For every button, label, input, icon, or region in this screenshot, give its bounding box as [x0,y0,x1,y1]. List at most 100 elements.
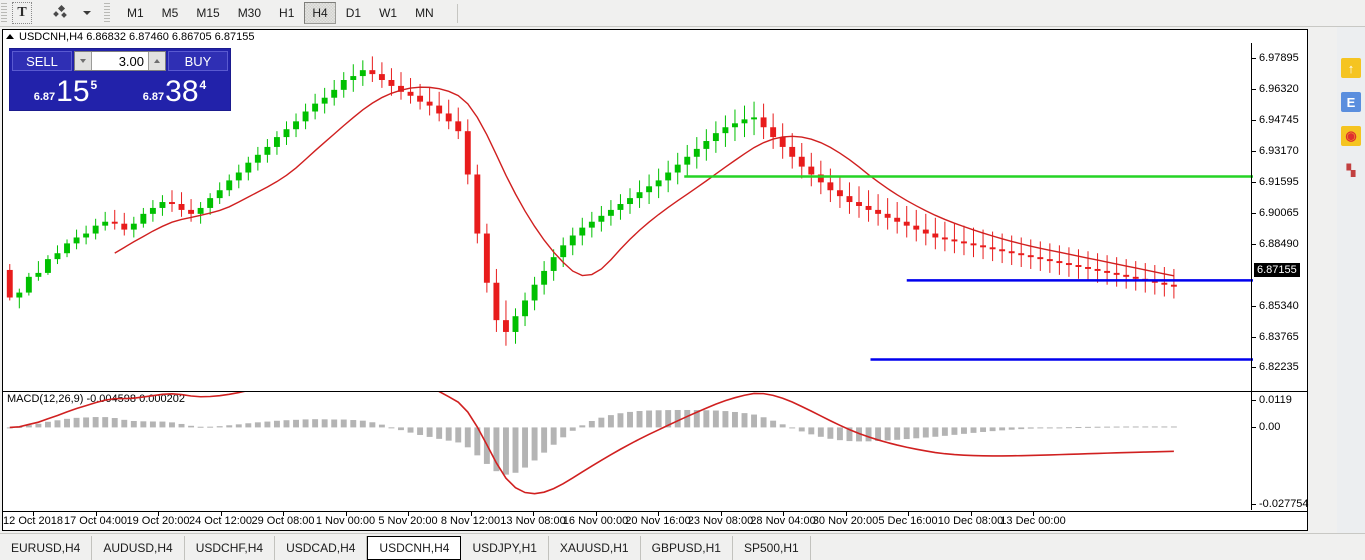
timeframe-button-m30[interactable]: M30 [237,6,262,20]
price-axis-tick [1252,58,1256,60]
time-axis-tick [158,512,159,516]
toolbar-grip-2[interactable] [104,3,110,23]
time-axis-tick [595,512,597,516]
price-axis-tick [1252,305,1256,307]
macd-pane[interactable]: MACD(12,26,9) -0.004598 0.000202 0.0119 0… [3,392,1309,510]
buy-price-display[interactable]: 6.87 38 4 [121,73,228,108]
chevron-down-icon[interactable] [78,2,92,24]
chart-tab-audusd[interactable]: AUDUSD,H4 [92,536,185,560]
chart-tab-eurusd[interactable]: EURUSD,H4 [0,536,93,560]
time-axis-label: 16 Nov 00:00 [562,515,629,527]
chart-tab-usdjpy[interactable]: USDJPY,H1 [461,536,549,560]
volume-input[interactable]: 3.00 [118,53,144,69]
timeframe-button-w1[interactable]: W1 [379,6,398,20]
macd-axis-label: -0.027754 [1259,498,1309,510]
sell-price-display[interactable]: 6.87 15 5 [12,73,119,108]
price-axis-label: 6.97895 [1259,52,1299,65]
price-axis-tick [1252,212,1256,214]
chart-tab-usdcnh[interactable]: USDCNH,H4 [367,536,462,560]
time-axis-tick [345,512,347,516]
time-axis-tick [658,512,659,516]
time-axis-tick [283,512,284,516]
macd-axis-tick [1252,400,1256,401]
price-axis-label: 6.82235 [1259,360,1299,373]
chart-tab-usdcad[interactable]: USDCAD,H4 [275,536,368,560]
time-axis-label: 10 Dec 08:00 [937,515,1004,527]
timeframe-button-h4[interactable]: H4 [304,2,336,24]
desktop-icon-2[interactable]: E [1341,92,1361,112]
timeframe-button-d1[interactable]: D1 [345,6,362,20]
one-click-trading-panel[interactable]: SELL 3.00 BUY 6.87 15 5 [9,48,231,111]
time-axis-label: 24 Oct 12:00 [189,515,252,527]
time-axis-label: 17 Oct 04:00 [64,515,127,527]
desktop-icon-strip: ↑ E ◉ ▚ [1337,0,1365,560]
chart-tab-usdchf[interactable]: USDCHF,H4 [185,536,276,560]
time-axis-tick [470,512,472,516]
candlestick-canvas[interactable] [3,43,1253,391]
timeframe-button-m1[interactable]: M1 [127,6,144,20]
pane-divider [3,391,1307,392]
time-axis-tick [908,512,909,516]
volume-stepper[interactable]: 3.00 [74,51,166,71]
price-axis-label: 6.90065 [1259,206,1299,219]
price-axis-tick [1252,89,1256,91]
price-axis-tick [1252,336,1256,338]
timeframe-button-m5[interactable]: M5 [161,6,179,20]
timeframe-button-mn[interactable]: MN [415,6,434,20]
chart-tab-bar: EURUSD,H4 AUDUSD,H4 USDCHF,H4 USDCAD,H4 USDC… [0,533,1365,560]
price-axis-tick [1252,151,1256,153]
macd-axis-label: 0.0119 [1259,394,1292,406]
volume-increase-button[interactable] [148,52,165,70]
buy-price-sup: 4 [199,78,207,92]
time-axis-label: 8 Nov 12:00 [440,515,501,527]
chart-tab-sp500[interactable]: SP500,H1 [733,536,811,560]
price-axis-label: 6.94745 [1259,114,1299,127]
price-axis-tick [1252,182,1256,184]
macd-axis[interactable]: 0.0119 0.00 -0.027754 [1251,392,1309,510]
time-axis-label: 23 Nov 08:00 [687,515,754,527]
timeframe-button-group: M1 M5 M15 M30 H1 H4 D1 W1 MN [118,2,443,24]
volume-decrease-button[interactable] [75,52,92,70]
price-axis-tick [1252,243,1256,245]
trade-panel-quotes: 6.87 15 5 6.87 38 4 [10,73,230,110]
moving-average-line [114,86,1175,277]
price-axis[interactable]: 6.97895 6.96320 6.94745 6.93170 6.91595 6.900… [1251,43,1307,391]
price-axis-label: 6.96320 [1259,83,1299,96]
time-axis-label: 13 Dec 00:00 [1000,515,1066,527]
toolbar-separator [456,3,458,23]
chart-tab-gbpusd[interactable]: GBPUSD,H1 [641,536,733,560]
desktop-icon-4[interactable]: ▚ [1346,164,1356,177]
time-axis-label: 20 Nov 16:00 [625,515,691,527]
chart-tab-xauusd[interactable]: XAUUSD,H1 [549,536,641,560]
sell-button[interactable]: SELL [12,51,72,71]
sell-price-sup: 5 [90,78,98,92]
price-axis-tick [1252,120,1256,122]
macd-canvas[interactable] [3,392,1253,510]
time-axis-label: 1 Nov 00:00 [315,515,376,527]
price-axis-label: 6.91595 [1259,176,1299,189]
time-axis-tick [220,512,222,516]
toolbar-grip-1[interactable] [1,3,7,23]
triangle-up-icon [6,34,14,39]
time-axis-tick [720,512,722,516]
time-axis-tick [33,512,34,516]
sell-price-big: 15 [56,75,90,108]
macd-axis-tick [1252,427,1256,429]
sparkle-icon[interactable] [46,2,78,24]
sell-price-prefix: 6.87 [33,91,56,103]
macd-axis-label: 0.00 [1259,421,1281,434]
main-toolbar: T M1 M5 M15 M30 H1 H4 D1 W1 MN [0,0,1365,27]
buy-button[interactable]: BUY [168,51,228,71]
buy-price-prefix: 6.87 [142,91,165,103]
timeframe-button-m15[interactable]: M15 [196,6,220,20]
time-axis-label: 30 Nov 20:00 [812,515,879,527]
timeframe-button-h1[interactable]: H1 [279,6,295,20]
text-tool-icon[interactable]: T [12,2,32,24]
price-pane[interactable]: 6.97895 6.96320 6.94745 6.93170 6.91595 6.900… [3,43,1307,391]
price-axis-tick [1252,366,1256,368]
desktop-icon-1[interactable]: ↑ [1341,58,1361,78]
macd-axis-tick [1252,504,1256,505]
desktop-icon-3[interactable]: ◉ [1341,126,1361,146]
time-axis-tick [970,512,972,516]
